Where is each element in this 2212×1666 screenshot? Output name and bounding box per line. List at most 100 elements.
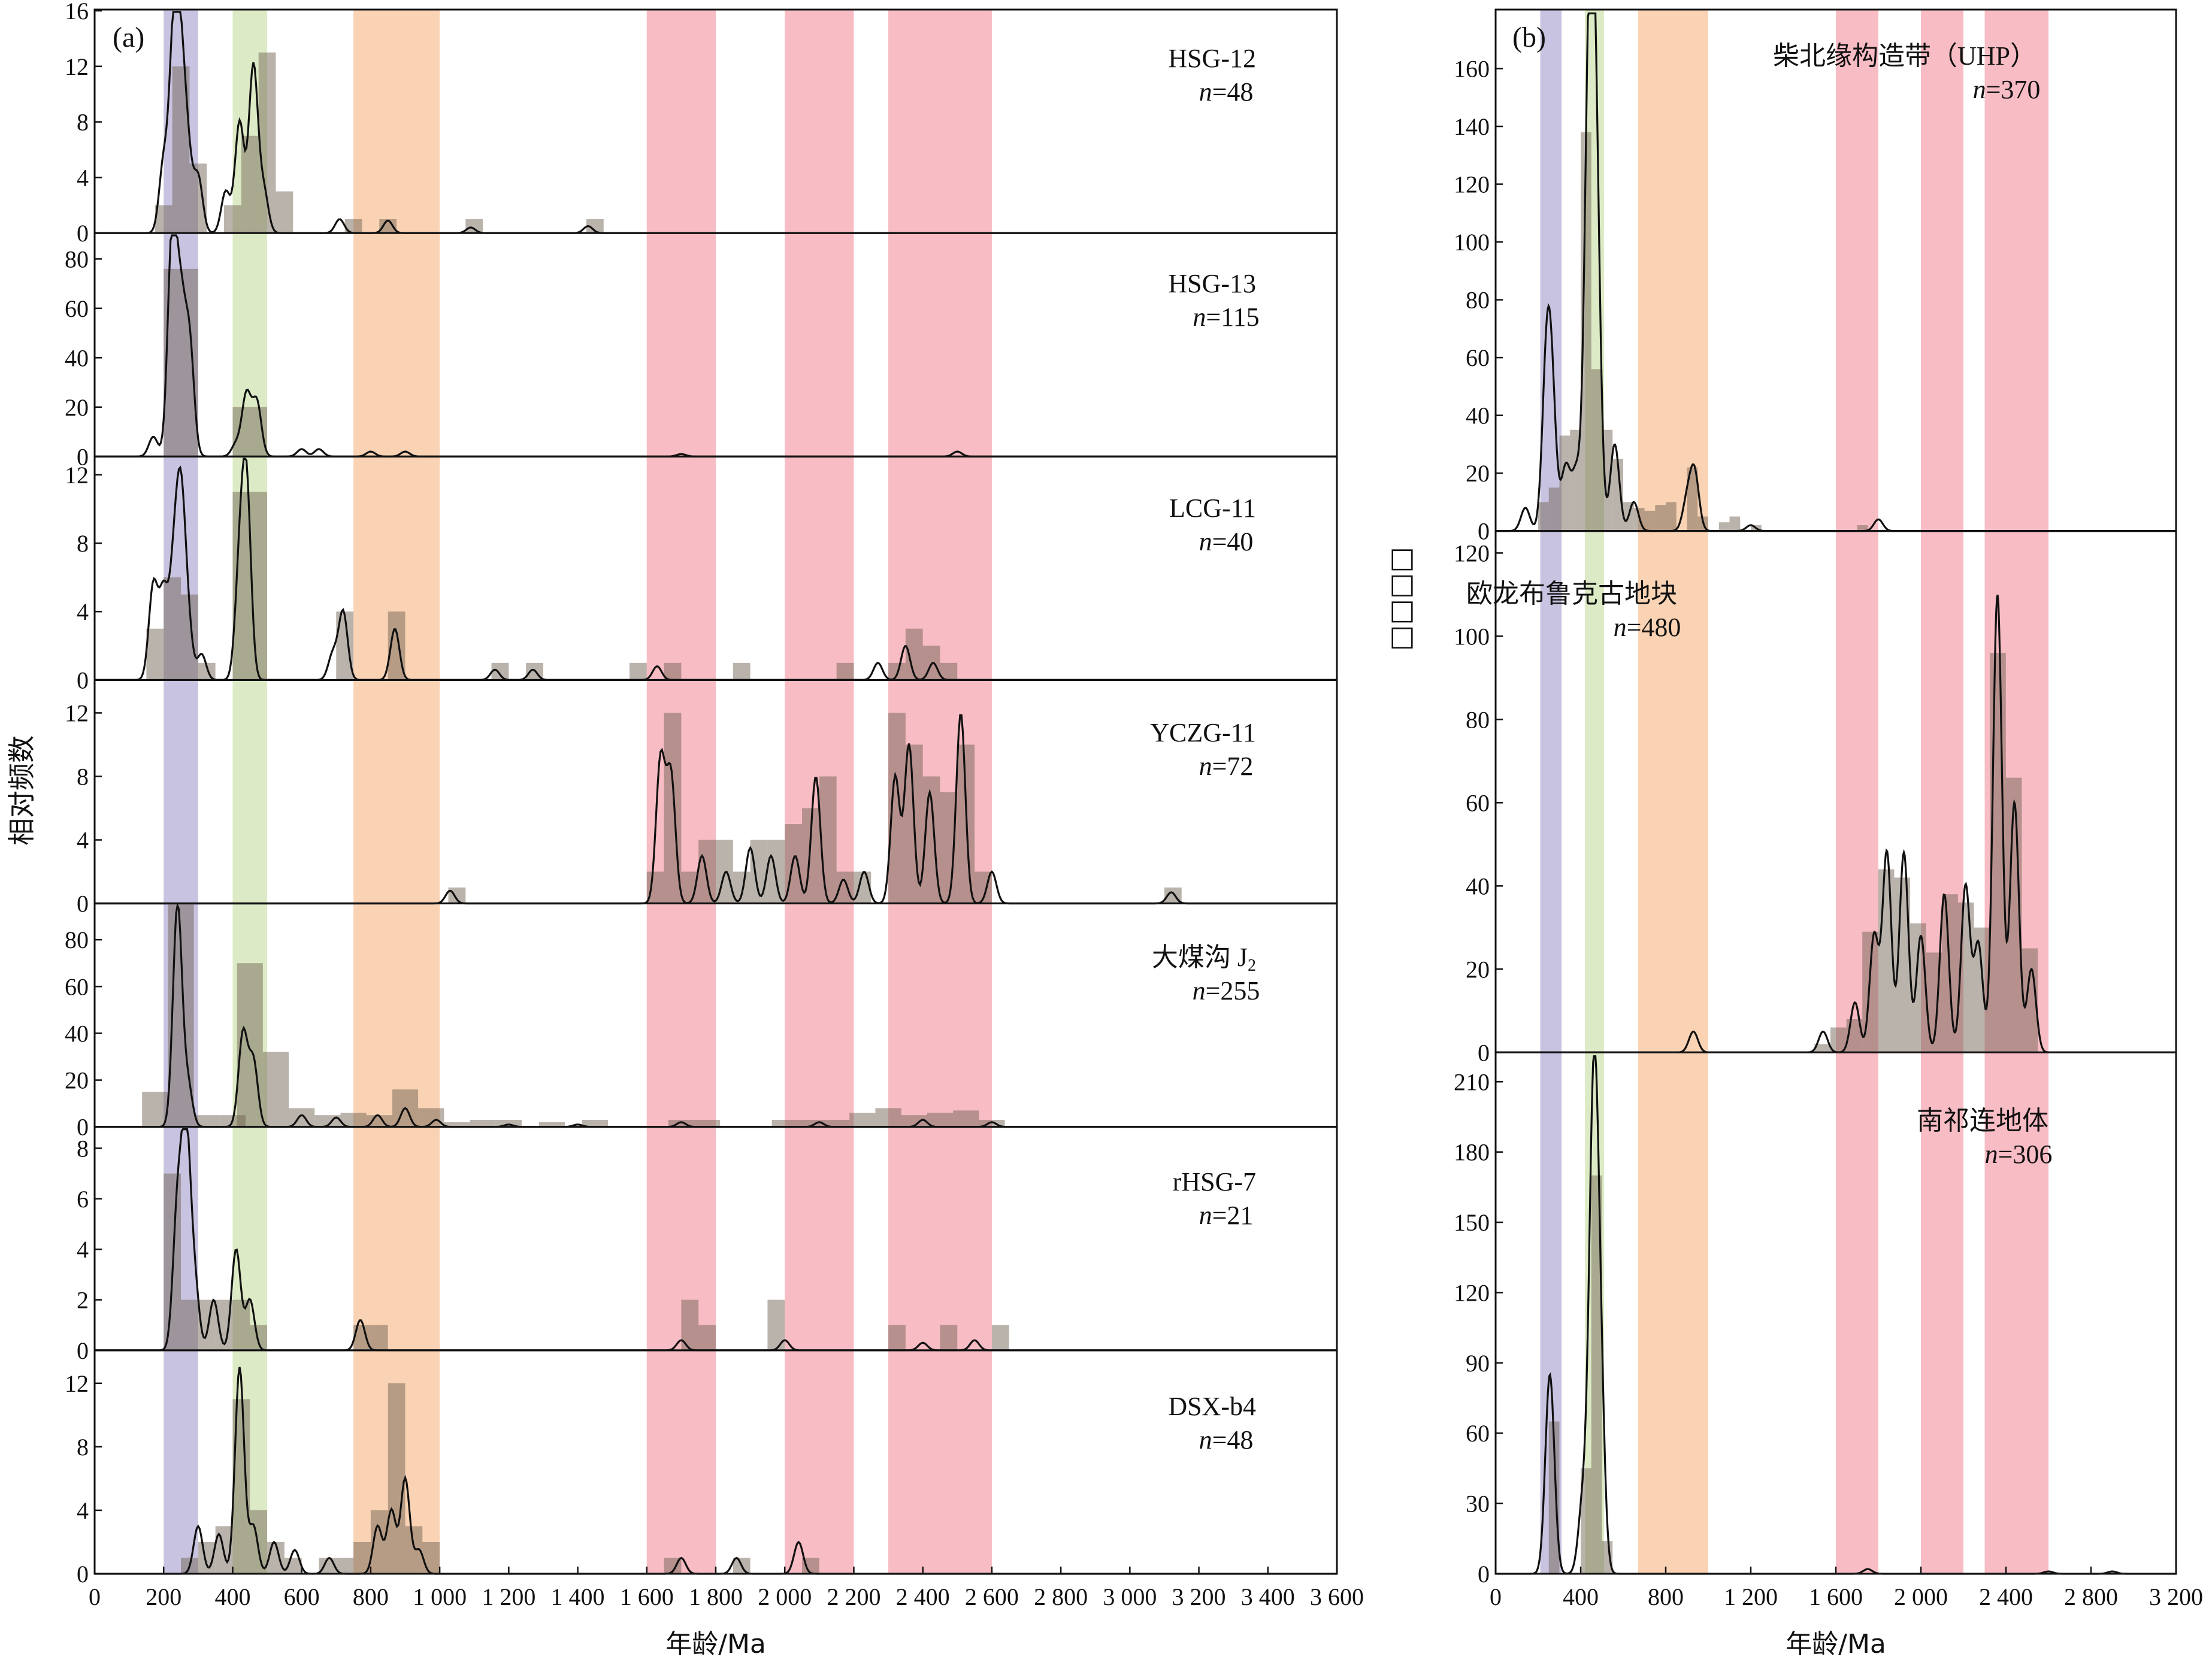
sample-name: HSG-13: [1168, 269, 1256, 298]
y-tick-label: 0: [1478, 518, 1490, 545]
histogram-bar: [849, 1113, 876, 1127]
y-tick-label: 180: [1454, 1139, 1490, 1166]
histogram-bar: [538, 1122, 565, 1127]
y-tick-label: 60: [65, 973, 89, 1000]
sample-name-text: DSX-b4: [1168, 1392, 1256, 1421]
subplot-0: 0 4 8 12 16 HSG-12 n=48: [65, 0, 1338, 247]
histogram-bar: [1612, 459, 1623, 531]
sample-name-text: 欧龙布鲁克古地块: [1466, 579, 1677, 608]
count-value: =48: [1212, 77, 1254, 107]
y-tick-label: 12: [65, 462, 89, 489]
sample-count: n=72: [1199, 752, 1254, 781]
histogram-bar: [146, 628, 164, 680]
y-tick-label: 16: [65, 0, 89, 25]
y-tick-label: 40: [1466, 873, 1490, 899]
y-tick-label: 8: [77, 109, 89, 136]
sample-name: 柴北缘构造带（UHP）: [1773, 41, 2037, 71]
histogram-bar: [491, 662, 509, 680]
panel-label: (b): [1512, 22, 1546, 53]
sample-name-text: 柴北缘构造带（UHP）: [1773, 41, 2037, 71]
x-tick-label: 0: [1490, 1583, 1502, 1610]
histogram-bar: [824, 1119, 850, 1127]
y-tick-label: 4: [77, 1497, 89, 1524]
histogram-bar: [1591, 1175, 1602, 1574]
y-tick-label: 8: [77, 1135, 89, 1162]
x-tick-label: 0: [89, 1583, 101, 1610]
count-variable: n: [1193, 302, 1206, 332]
count-variable: n: [1973, 75, 1986, 104]
x-tick-label: 2 800: [1034, 1583, 1088, 1610]
histogram-bar: [495, 1119, 522, 1127]
histogram-bar: [289, 1108, 315, 1127]
y-tick-label: 80: [1466, 706, 1490, 733]
y-tick-label: 12: [65, 699, 89, 726]
histogram-bar: [836, 662, 854, 680]
y-tick-label: 60: [1466, 344, 1490, 371]
histogram-bar: [888, 1325, 906, 1350]
sample-name: 大煤沟 J2: [1152, 943, 1256, 975]
sample-name-text: rHSG-7: [1173, 1167, 1256, 1197]
histogram-bar: [819, 776, 837, 904]
y-tick-label: 80: [65, 926, 89, 953]
histogram-bar: [629, 662, 647, 680]
count-variable: n: [1199, 752, 1212, 781]
count-variable: n: [1199, 1201, 1212, 1230]
histogram-bar: [586, 219, 604, 234]
histogram-bar: [1666, 502, 1677, 531]
histogram-bar: [142, 1092, 168, 1127]
age-band-0: [1540, 10, 1562, 1574]
sample-name: HSG-12: [1168, 44, 1256, 73]
y-tick-label: 4: [77, 164, 89, 191]
subplot-3: 0 4 8 12 YCZG-11 n=72: [65, 678, 1338, 917]
histogram-bar: [181, 1300, 198, 1350]
panel-label: (a): [113, 22, 144, 53]
y-tick-label: 0: [77, 443, 89, 470]
histogram-bar: [1718, 522, 1730, 531]
histogram-bar: [953, 1110, 979, 1127]
x-axis-label: 年龄/Ma: [665, 1629, 766, 1659]
y-tick-label: 0: [77, 1337, 89, 1364]
histogram-bar: [276, 191, 293, 234]
x-tick-label: 3 600: [1310, 1583, 1364, 1610]
histogram-bar: [388, 1383, 406, 1574]
age-band-3: [1836, 10, 1878, 1574]
y-tick-label: 6: [77, 1186, 89, 1213]
histogram-bar: [1814, 1044, 1830, 1053]
x-tick-label: 1 600: [1809, 1583, 1863, 1610]
y-tick-label: 20: [1466, 956, 1490, 983]
sample-count: n=115: [1193, 302, 1259, 332]
x-tick-label: 2 000: [1894, 1583, 1948, 1610]
x-tick-label: 3 200: [2149, 1583, 2203, 1610]
y-tick-label: 0: [77, 890, 89, 917]
count-value: =115: [1206, 302, 1259, 332]
histogram-bar: [164, 577, 181, 680]
histogram-bar: [250, 1510, 268, 1574]
y-tick-label: 4: [77, 827, 89, 854]
sample-count: n=480: [1614, 613, 1681, 642]
histogram-bar: [370, 1325, 388, 1350]
sample-count: n=40: [1199, 527, 1254, 556]
count-value: =306: [1998, 1140, 2053, 1169]
y-tick-label: 12: [65, 53, 89, 80]
age-band-2: [353, 10, 440, 1574]
count-value: =255: [1206, 976, 1260, 1005]
histogram-bar: [465, 219, 483, 234]
y-tick-label: 12: [65, 1370, 89, 1397]
count-value: =21: [1212, 1201, 1254, 1230]
x-tick-label: 1 600: [620, 1583, 674, 1610]
y-tick-label: 60: [65, 295, 89, 322]
y-tick-label: 40: [1466, 402, 1490, 429]
sample-count: n=306: [1985, 1140, 2053, 1169]
histogram-bar: [1687, 467, 1698, 531]
histogram-bar: [232, 492, 250, 680]
x-tick-label: 1 000: [413, 1583, 467, 1610]
sample-name-text: LCG-11: [1169, 493, 1256, 523]
y-tick-label: 120: [1454, 171, 1490, 198]
histogram-bar: [664, 662, 682, 680]
histogram-bar: [733, 662, 751, 680]
sample-name: YCZG-11: [1150, 718, 1256, 747]
y-tick-label: 20: [65, 394, 89, 421]
y-tick-label: 0: [1478, 1039, 1490, 1066]
